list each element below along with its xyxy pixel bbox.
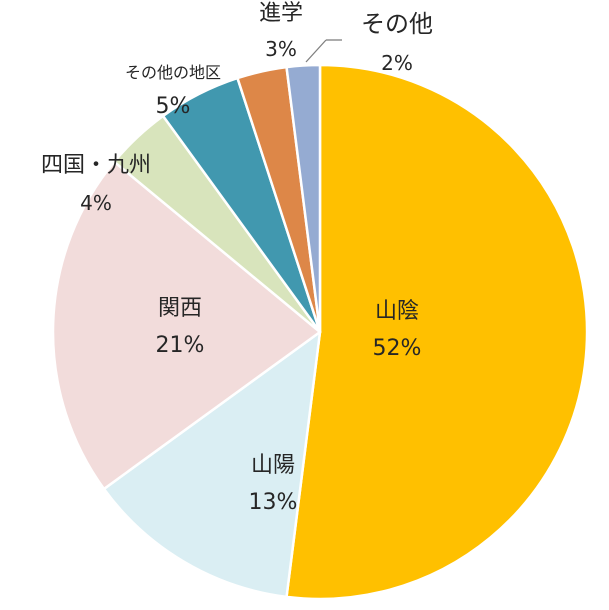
pie-slice-3: [51, 160, 322, 491]
pie-labels: 山陰 52% 山陽 13% 関西 21% 四国・九州 4% その他の地区 5% 進学 3% その他 2%: [41, 1, 433, 515]
slice-category-label-1: 山陰: [375, 299, 419, 324]
slice-category-label-3: 関西: [158, 296, 202, 321]
slice-value-label-7: 2%: [381, 51, 413, 75]
leader-line-sonota: [305, 39, 327, 63]
slice-value-label-2: 13%: [249, 490, 298, 515]
pie-slice-1: [285, 63, 589, 601]
slice-category-label-2: 山陽: [251, 453, 295, 478]
slice-category-label-5: その他の地区: [125, 63, 221, 82]
pie-slice-2: [102, 330, 322, 599]
slice-category-label-4: 四国・九州: [41, 153, 151, 178]
slice-value-label-3: 21%: [156, 333, 205, 358]
slice-value-label-5: 5%: [156, 94, 191, 119]
pie-slices: [51, 63, 589, 601]
slice-category-label-7: その他: [361, 10, 433, 38]
slice-value-label-4: 4%: [80, 191, 112, 215]
slice-value-label-1: 52%: [373, 336, 422, 361]
pie-slice-7: [285, 63, 322, 334]
slice-value-label-6: 3%: [265, 37, 297, 61]
slice-category-label-6: 進学: [259, 1, 303, 26]
